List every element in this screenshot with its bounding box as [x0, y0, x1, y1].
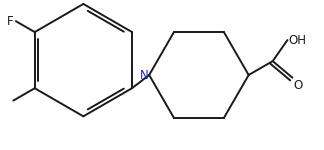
Text: F: F	[7, 15, 14, 28]
Text: O: O	[294, 79, 303, 92]
Text: N: N	[139, 69, 148, 81]
Text: OH: OH	[288, 34, 307, 46]
